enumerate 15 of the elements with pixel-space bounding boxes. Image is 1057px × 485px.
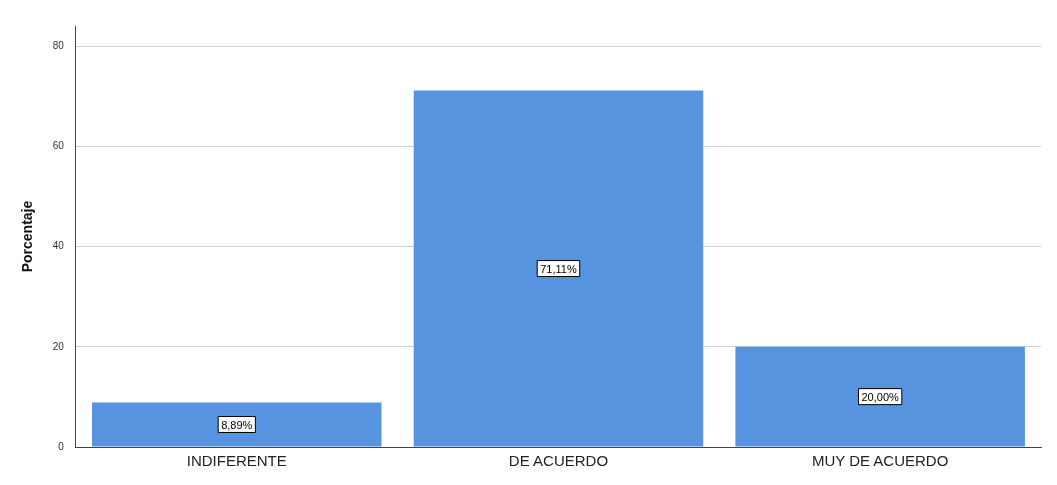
y-tick-label: 40 xyxy=(52,240,65,252)
x-tick-label: INDIFERENTE xyxy=(186,452,287,470)
x-tick-label: DE ACUERDO xyxy=(508,452,609,470)
bar xyxy=(735,346,1025,447)
y-tick-label: 80 xyxy=(52,39,65,51)
y-tick-label: 20 xyxy=(52,340,65,352)
y-axis-title: Porcentaje xyxy=(19,200,36,273)
data-label: 20,00% xyxy=(861,390,900,403)
data-label: 8,89% xyxy=(221,418,253,431)
x-tick-label: MUY DE ACUERDO xyxy=(811,452,949,470)
bar xyxy=(92,402,382,447)
data-label: 71,11% xyxy=(540,262,577,275)
y-tick-label: 0 xyxy=(58,440,65,452)
bar xyxy=(413,90,704,447)
y-tick-label: 60 xyxy=(52,140,65,152)
